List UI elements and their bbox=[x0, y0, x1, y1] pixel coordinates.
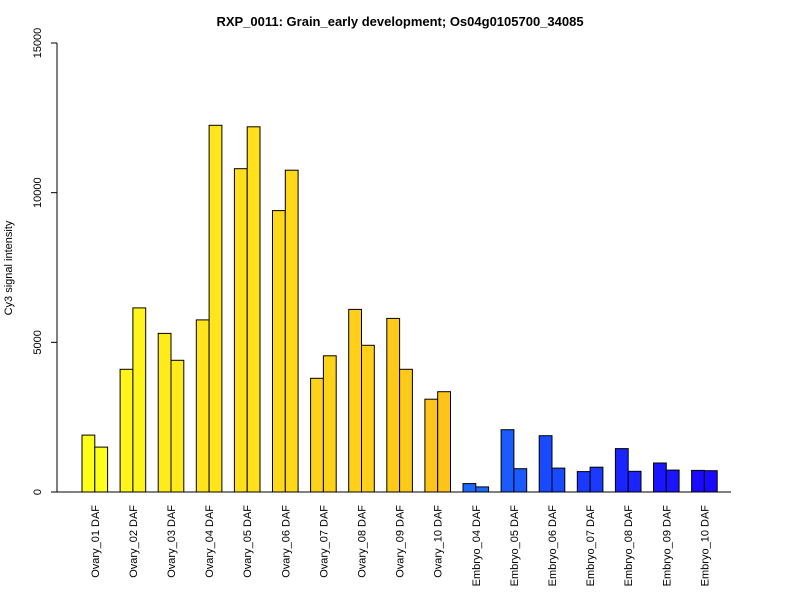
bar-ovary-05-daf-s2 bbox=[246, 126, 261, 493]
x-tick-label: Ovary_08 DAF bbox=[357, 505, 369, 578]
x-tick-label: Embryo_07 DAF bbox=[585, 505, 597, 587]
y-tick-label: 15000 bbox=[32, 28, 44, 59]
y-tick-label: 10000 bbox=[32, 177, 44, 208]
bar-embryo-04-daf-s2 bbox=[475, 486, 490, 493]
category-labels: Ovary_01 DAF Ovary_02 DAF Ovary_03 DAF Ovar… bbox=[90, 505, 712, 587]
bar-embryo-08-daf-s2 bbox=[627, 470, 642, 493]
bar-ovary-04-daf-s1 bbox=[195, 319, 210, 493]
x-tick-label: Embryo_05 DAF bbox=[509, 505, 521, 587]
bar-ovary-04-daf-s2 bbox=[208, 124, 223, 493]
bar-ovary-08-daf-s2 bbox=[361, 344, 375, 493]
bar-ovary-03-daf-s2 bbox=[170, 359, 185, 493]
x-tick-label: Ovary_05 DAF bbox=[242, 505, 254, 578]
bar-ovary-02-daf-s2 bbox=[132, 307, 147, 493]
x-tick-label: Ovary_03 DAF bbox=[166, 505, 178, 578]
bar-ovary-06-daf-s2 bbox=[284, 169, 299, 493]
x-tick-label: Ovary_01 DAF bbox=[90, 505, 102, 578]
bar-ovary-02-daf-s1 bbox=[119, 368, 134, 493]
chart-title: RXP_0011: Grain_early development; Os04g… bbox=[216, 14, 583, 29]
x-tick-label: Embryo_10 DAF bbox=[699, 505, 711, 587]
bar-embryo-09-daf-s2 bbox=[665, 469, 680, 493]
x-tick-label: Ovary_04 DAF bbox=[204, 505, 216, 578]
bar-embryo-06-daf-s2 bbox=[551, 467, 566, 493]
x-tick-label: Ovary_02 DAF bbox=[128, 505, 140, 578]
y-axis: 0 5000 10000 15000 bbox=[32, 28, 58, 495]
bar-ovary-01-daf-s2 bbox=[94, 446, 109, 493]
bar-embryo-07-daf-s1 bbox=[576, 471, 591, 493]
bar-ovary-10-daf-s2 bbox=[437, 391, 452, 493]
bar-ovary-06-daf-s1 bbox=[272, 210, 286, 493]
bar-embryo-09-daf-s1 bbox=[653, 462, 667, 493]
y-axis-label: Cy3 signal intensity bbox=[3, 220, 15, 315]
bar-embryo-06-daf-s1 bbox=[538, 435, 553, 493]
bar-ovary-03-daf-s1 bbox=[157, 332, 172, 493]
bar-ovary-07-daf-s2 bbox=[322, 355, 337, 493]
y-tick-label: 5000 bbox=[32, 330, 44, 354]
x-tick-label: Ovary_07 DAF bbox=[318, 505, 330, 578]
bar-ovary-07-daf-s1 bbox=[310, 377, 324, 493]
x-tick-label: Embryo_08 DAF bbox=[623, 505, 635, 587]
bar-embryo-08-daf-s1 bbox=[614, 448, 629, 493]
bars-group bbox=[81, 124, 718, 493]
bar-ovary-09-daf-s1 bbox=[386, 317, 401, 493]
x-tick-label: Embryo_09 DAF bbox=[661, 505, 673, 587]
x-tick-label: Ovary_09 DAF bbox=[395, 505, 407, 578]
bar-embryo-10-daf-s2 bbox=[703, 470, 718, 493]
bar-ovary-10-daf-s1 bbox=[424, 398, 439, 493]
bar-embryo-10-daf-s1 bbox=[691, 469, 705, 493]
bar-embryo-05-daf-s1 bbox=[500, 429, 515, 493]
bar-embryo-05-daf-s2 bbox=[513, 468, 528, 493]
x-tick-label: Ovary_06 DAF bbox=[280, 505, 292, 578]
bar-embryo-07-daf-s2 bbox=[589, 466, 604, 493]
x-tick-label: Ovary_10 DAF bbox=[433, 505, 445, 578]
bar-ovary-01-daf-s1 bbox=[81, 434, 96, 493]
bar-ovary-05-daf-s1 bbox=[233, 168, 248, 493]
bar-embryo-04-daf-s1 bbox=[462, 483, 477, 493]
bar-ovary-08-daf-s1 bbox=[348, 308, 363, 493]
x-tick-label: Embryo_04 DAF bbox=[471, 505, 483, 587]
bar-ovary-09-daf-s2 bbox=[399, 368, 413, 493]
x-tick-label: Embryo_06 DAF bbox=[547, 505, 559, 587]
y-tick-label: 0 bbox=[32, 489, 44, 495]
